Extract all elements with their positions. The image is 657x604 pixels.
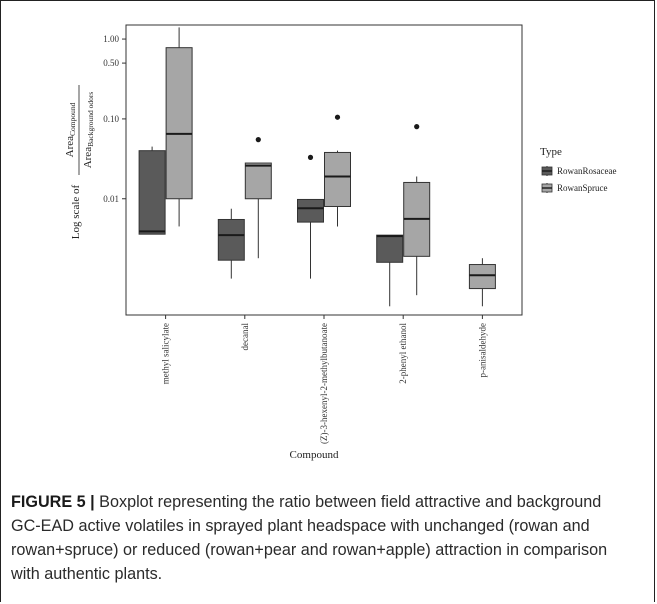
caption-label: FIGURE 5 | bbox=[11, 493, 95, 511]
x-axis: methyl salicylate decanal (Z)-3-hexenyl-2-… bbox=[161, 315, 487, 444]
x-tick-label: methyl salicylate bbox=[161, 323, 171, 384]
outlier-point bbox=[307, 154, 314, 160]
x-tick-label: 2-phenyl ethanol bbox=[398, 323, 408, 384]
y-axis-title: Log scale of AreaCompound AreaBackground… bbox=[64, 85, 95, 239]
iqr-box bbox=[217, 218, 245, 261]
box-RowanSpruce bbox=[468, 258, 496, 307]
box-RowanSpruce bbox=[165, 27, 193, 227]
box-RowanRosaceae bbox=[217, 208, 245, 279]
box-RowanRosaceae bbox=[138, 146, 166, 235]
iqr-box bbox=[376, 234, 404, 263]
iqr-box bbox=[468, 264, 496, 290]
iqr-box bbox=[165, 47, 193, 200]
iqr-box bbox=[324, 151, 351, 207]
outlier-point bbox=[334, 114, 341, 120]
box-RowanSpruce bbox=[403, 124, 431, 296]
legend-item: RowanSpruce bbox=[541, 183, 608, 193]
y-axis: 1.00 0.50 0.10 0.01 bbox=[103, 34, 126, 204]
box-RowanRosaceae bbox=[297, 154, 324, 279]
x-tick-label: (Z)-3-hexenyl-2-methylbutanoate bbox=[319, 323, 329, 444]
outlier-point bbox=[414, 124, 420, 130]
iqr-box bbox=[297, 198, 324, 223]
boxplot-chart: 1.00 0.50 0.10 0.01 methyl salicylate decana… bbox=[64, 24, 616, 461]
outlier-point bbox=[255, 137, 261, 143]
denominator-base: Area bbox=[82, 147, 94, 168]
figure-caption: FIGURE 5 | Boxplot representing the rati… bbox=[11, 490, 621, 586]
x-tick-label: decanal bbox=[240, 323, 250, 351]
y-tick-label: 1.00 bbox=[103, 34, 119, 44]
numerator-subscript: Compound bbox=[68, 102, 77, 136]
legend-title: Type bbox=[540, 146, 562, 158]
x-tick-label: p-anisaldehyde bbox=[477, 323, 487, 377]
legend-item: RowanRosaceae bbox=[541, 166, 616, 176]
y-axis-title-numerator: AreaCompound bbox=[64, 102, 77, 157]
numerator-base: Area bbox=[64, 136, 76, 157]
iqr-box bbox=[244, 162, 272, 200]
x-axis-title: Compound bbox=[290, 449, 339, 461]
legend-label: RowanRosaceae bbox=[557, 166, 616, 176]
boxes-layer bbox=[138, 27, 496, 307]
box-RowanRosaceae bbox=[376, 234, 404, 307]
caption-text: Boxplot representing the ratio between f… bbox=[11, 493, 608, 583]
box-RowanSpruce bbox=[244, 137, 272, 259]
y-tick-label: 0.50 bbox=[103, 58, 119, 68]
denominator-subscript: Background odors bbox=[86, 92, 95, 147]
y-axis-title-denominator: AreaBackground odors bbox=[82, 92, 95, 169]
iqr-box bbox=[138, 150, 166, 235]
y-axis-title-prefix: Log scale of bbox=[70, 184, 82, 239]
y-tick-label: 0.01 bbox=[103, 194, 119, 204]
y-tick-label: 0.10 bbox=[103, 114, 119, 124]
legend-label: RowanSpruce bbox=[557, 183, 608, 193]
box-RowanSpruce bbox=[324, 114, 351, 227]
legend: Type RowanRosaceae RowanSpruce bbox=[540, 146, 616, 193]
legend-items: RowanRosaceae RowanSpruce bbox=[541, 166, 616, 193]
